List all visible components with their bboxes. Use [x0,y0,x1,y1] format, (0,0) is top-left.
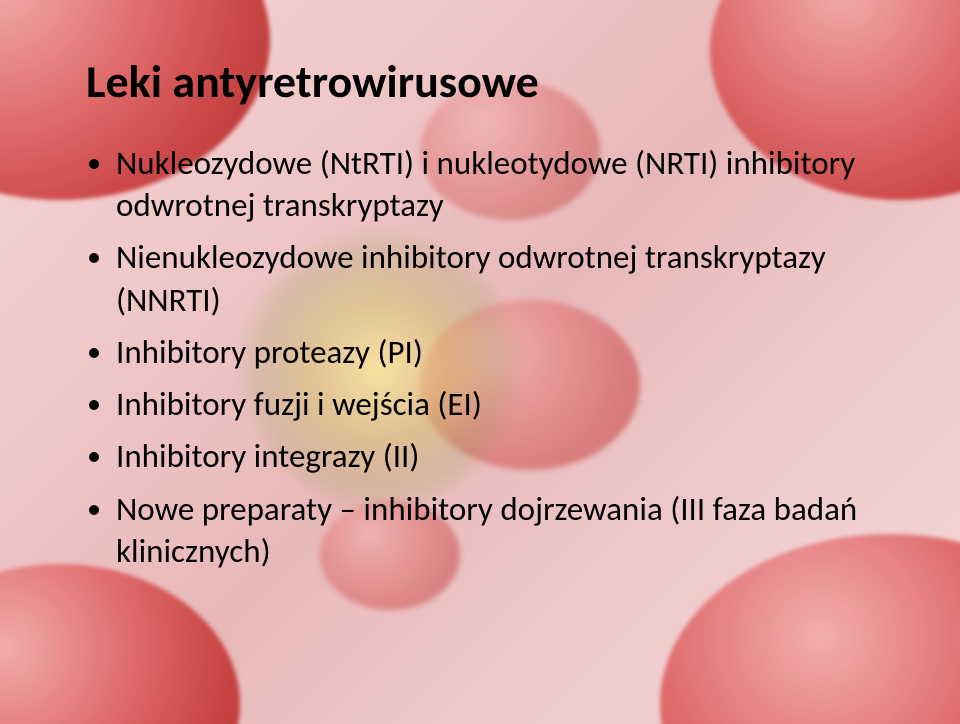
bullet-item: Inhibitory fuzji i wejścia (EI) [116,383,880,425]
bullet-item: Inhibitory proteazy (PI) [116,331,880,373]
bullet-item: Nowe preparaty – inhibitory dojrzewania … [116,488,880,572]
slide: Leki antyretrowirusowe Nukleozydowe (NtR… [0,0,960,724]
bullet-item: Nukleozydowe (NtRTI) i nukleotydowe (NRT… [116,142,880,226]
bullet-item: Inhibitory integrazy (II) [116,435,880,477]
bullet-item: Nienukleozydowe inhibitory odwrotnej tra… [116,236,880,320]
slide-content: Leki antyretrowirusowe Nukleozydowe (NtR… [0,0,960,724]
bullet-list: Nukleozydowe (NtRTI) i nukleotydowe (NRT… [80,142,880,572]
slide-title: Leki antyretrowirusowe [86,54,880,110]
